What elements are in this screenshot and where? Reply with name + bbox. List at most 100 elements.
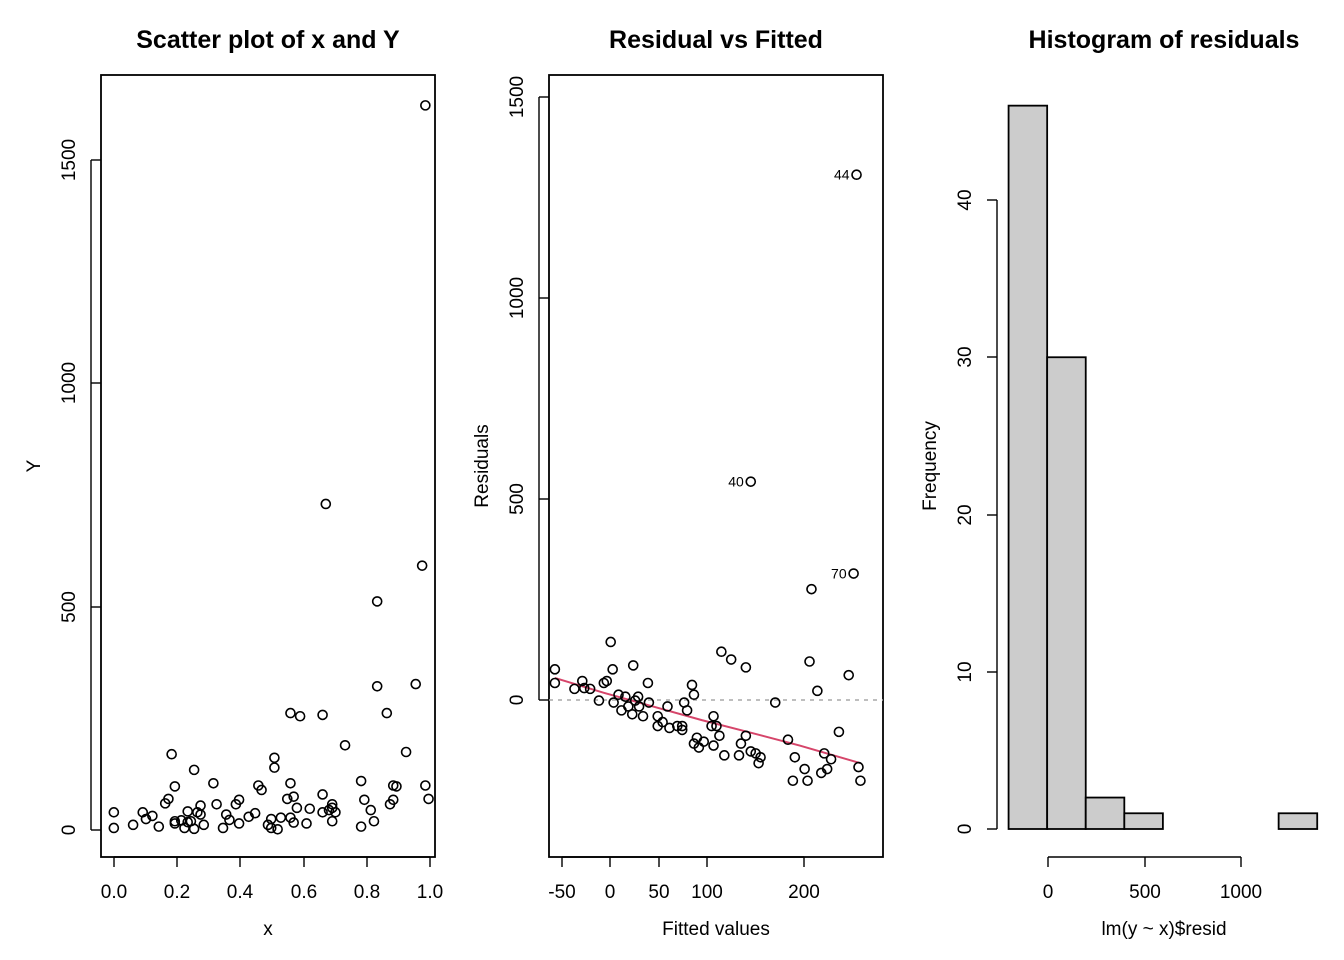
residual-point — [853, 761, 864, 773]
scatter-point — [359, 794, 370, 806]
residual-points — [549, 169, 866, 787]
residual-point — [740, 662, 752, 673]
scatter-point — [195, 800, 206, 811]
scatter-point — [127, 819, 139, 831]
scatter-point — [169, 781, 181, 792]
scatter-point — [371, 681, 383, 692]
scatter-point — [317, 709, 328, 721]
scatter-point — [188, 764, 200, 776]
histogram-y-axis: 0 10 20 30 40 — [955, 189, 998, 834]
scatter-point — [169, 818, 181, 829]
scatter-point — [355, 821, 367, 832]
scatter-point — [326, 815, 338, 827]
residual-point — [637, 710, 649, 722]
scatter-point — [285, 777, 296, 789]
residual-point — [688, 689, 700, 701]
residual-point — [708, 710, 719, 722]
residual-point — [733, 750, 745, 761]
residual-x-label: Fitted values — [662, 919, 770, 940]
scatter-point — [182, 806, 194, 817]
histogram-y-label: Frequency — [920, 421, 941, 511]
residual-point — [843, 669, 855, 681]
residual-x-tick: 0 — [605, 882, 616, 903]
scatter-points — [108, 100, 434, 835]
scatter-point — [420, 100, 431, 111]
residual-point — [745, 746, 757, 757]
residual-point — [782, 734, 794, 746]
residual-point — [711, 720, 722, 732]
residual-point — [821, 763, 833, 775]
residual-point — [607, 664, 618, 675]
scatter-y-tick: 500 — [59, 591, 80, 623]
histogram-y-tick: 40 — [955, 189, 976, 210]
residual-point — [818, 748, 830, 759]
scatter-y-tick: 1000 — [59, 362, 80, 404]
scatter-point — [291, 802, 303, 814]
scatter-x-tick: 0.4 — [227, 882, 254, 903]
residual-point — [787, 775, 799, 787]
scatter-point — [140, 813, 152, 825]
residual-point — [789, 751, 801, 763]
residual-x-tick: 200 — [788, 882, 820, 903]
scatter-x-tick: 1.0 — [417, 882, 443, 903]
scatter-point — [108, 807, 120, 818]
scatter-point — [355, 775, 367, 787]
residual-point — [584, 683, 596, 695]
residual-point — [812, 685, 823, 697]
scatter-point — [381, 707, 393, 719]
scatter-point — [288, 817, 299, 828]
scatter-point — [317, 789, 328, 800]
outlier-label: 44 — [834, 167, 850, 183]
scatter-point — [108, 822, 120, 834]
scatter-point — [420, 780, 431, 791]
residual-point — [735, 738, 747, 749]
scatter-x-tick: 0.2 — [164, 882, 190, 903]
scatter-point — [285, 707, 296, 719]
residual-y-tick: 1000 — [507, 277, 528, 319]
scatter-point — [198, 819, 210, 831]
scatter-panel: Scatter plot of x and Y 0.0 0.2 0.4 0.6 … — [24, 26, 443, 940]
residual-point — [802, 775, 813, 787]
scatter-point — [416, 560, 428, 571]
residual-y-tick: 500 — [507, 483, 528, 515]
histogram-title: Histogram of residuals — [1029, 26, 1300, 54]
residual-point — [578, 682, 590, 694]
scatter-point — [233, 818, 245, 829]
histogram-panel: Histogram of residuals 0 500 1000 0 10 2… — [920, 26, 1319, 940]
residual-point — [769, 697, 781, 708]
scatter-point — [269, 762, 280, 773]
scatter-point — [387, 794, 399, 806]
scatter-y-tick: 0 — [59, 825, 80, 836]
residual-point — [657, 716, 668, 728]
scatter-point — [320, 498, 332, 510]
scatter-point — [410, 678, 422, 690]
residual-point — [714, 730, 725, 742]
scatter-point — [288, 791, 299, 802]
scatter-point — [365, 804, 377, 816]
scatter-point — [423, 793, 434, 805]
scatter-point — [233, 794, 245, 806]
scatter-point — [269, 752, 280, 764]
histogram-bar — [1123, 812, 1164, 830]
residual-point — [676, 720, 688, 732]
scatter-x-label: x — [263, 919, 273, 940]
scatter-x-axis: 0.0 0.2 0.4 0.6 0.8 1.0 — [101, 856, 443, 903]
residual-point — [681, 705, 693, 716]
residual-point — [851, 169, 862, 181]
residual-point — [627, 660, 639, 671]
residual-y-label: Residuals — [472, 424, 493, 507]
scatter-point — [304, 803, 316, 815]
scatter-point — [265, 822, 277, 834]
histogram-x-tick: 500 — [1129, 882, 1161, 903]
scatter-point — [153, 821, 165, 832]
residual-x-tick: -50 — [548, 882, 575, 903]
residual-point — [643, 697, 655, 708]
scatter-point — [400, 746, 412, 758]
histogram-x-tick: 1000 — [1220, 882, 1262, 903]
residual-point — [799, 763, 810, 775]
histogram-x-axis: 0 500 1000 — [1043, 856, 1262, 903]
residual-title: Residual vs Fitted — [609, 26, 823, 54]
scatter-point — [391, 781, 402, 792]
histogram-bars — [1007, 104, 1319, 830]
scatter-point — [294, 710, 306, 722]
